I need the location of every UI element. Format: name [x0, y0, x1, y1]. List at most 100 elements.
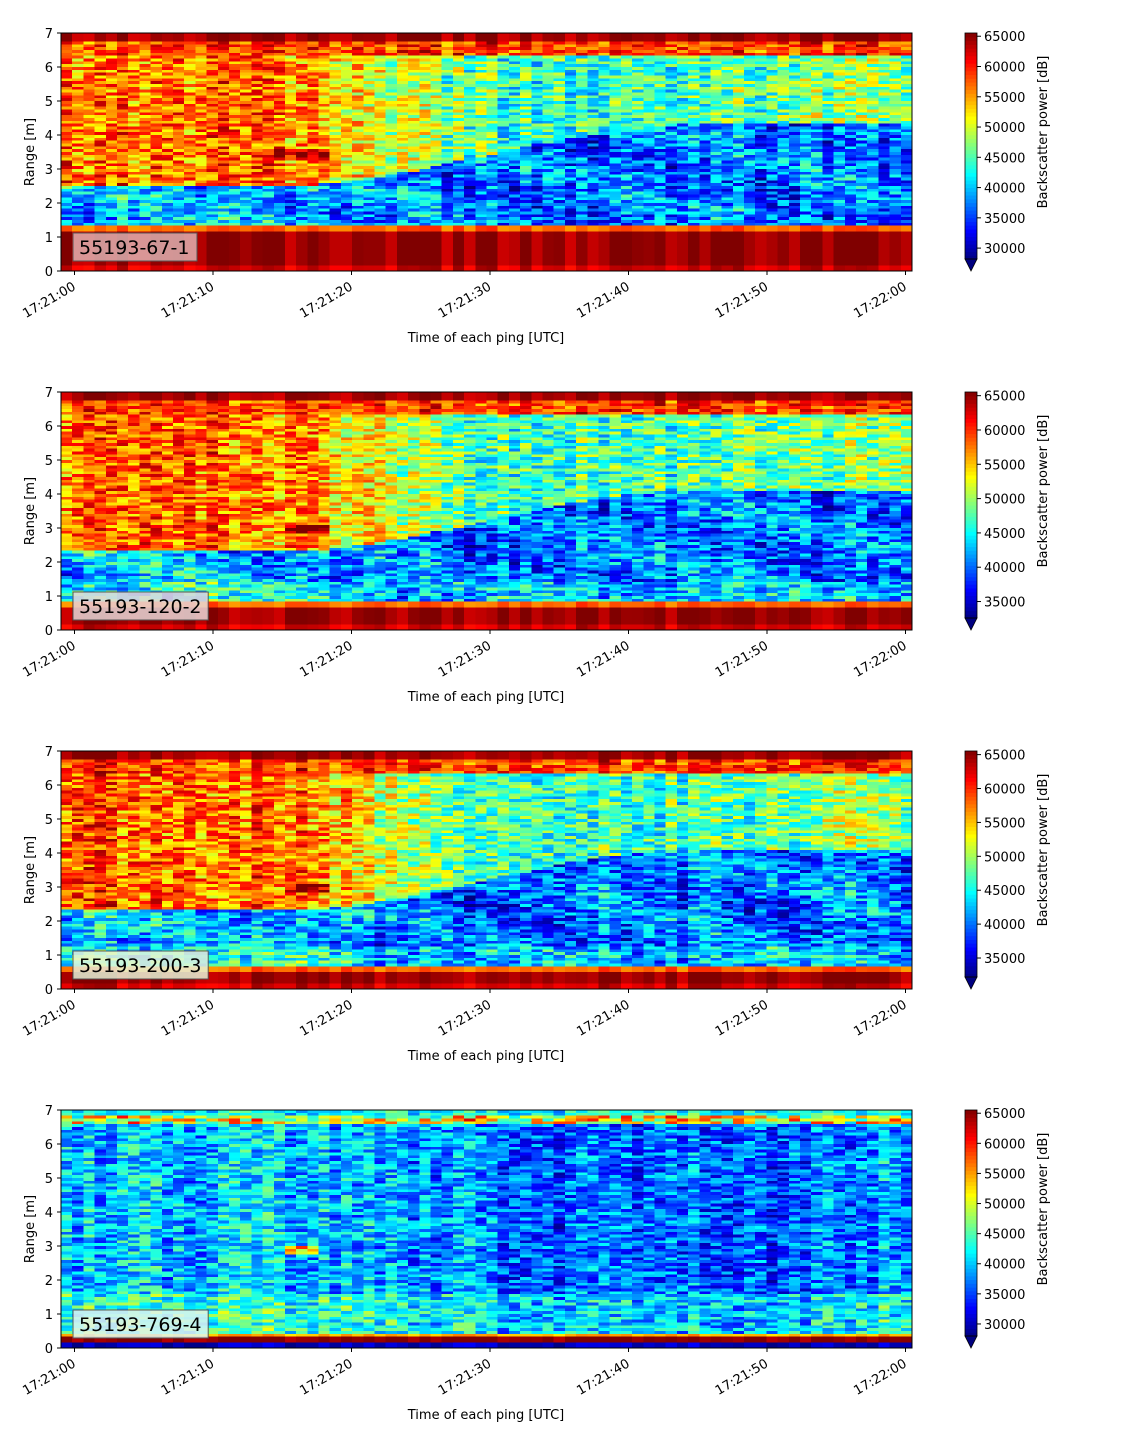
colorbar-tick-label: 50000: [984, 493, 1025, 508]
colorbar-segment: [965, 587, 977, 593]
colorbar-segment: [965, 142, 977, 147]
y-tick-label: 5: [45, 95, 53, 110]
colorbar-segment: [965, 179, 977, 185]
y-axis-label: Range [m]: [23, 1195, 38, 1263]
colorbar-segment: [965, 191, 977, 196]
colorbar-segment: [965, 164, 977, 170]
colorbar-segment: [965, 206, 977, 211]
colorbar-segment: [965, 93, 977, 98]
y-tick-label: 0: [45, 983, 53, 998]
panel-4: 0 1 2 3 4 5 6 7 17:21:00 17:21:10 17:21:20 17:21:30…: [20, 1104, 1051, 1423]
x-tick-label: 17:21:00: [20, 279, 78, 321]
colorbar-segment: [965, 183, 977, 189]
station-label: 55193-67-1: [79, 237, 189, 259]
colorbar-segment: [965, 1140, 977, 1145]
colorbar-segment: [965, 542, 977, 548]
colorbar-segment: [965, 595, 977, 600]
colorbar-segment: [965, 523, 977, 529]
station-label: 55193-769-4: [79, 1314, 202, 1336]
colorbar-segment: [965, 187, 977, 192]
colorbar-tick-label: 60000: [984, 783, 1025, 798]
y-tick-label: 4: [45, 847, 53, 862]
colorbar-segment: [965, 422, 977, 427]
colorbar-label: Backscatter power [dB]: [1036, 56, 1051, 209]
colorbar-segment: [965, 527, 977, 532]
colorbar-segment: [965, 867, 977, 873]
x-tick-label: 17:21:10: [159, 638, 217, 680]
colorbar-segment: [965, 796, 977, 801]
colorbar-segment: [965, 497, 977, 502]
colorbar-segment: [965, 51, 977, 57]
colorbar-segment: [965, 754, 977, 760]
colorbar-segment: [965, 939, 977, 944]
y-tick-label: 1: [45, 1308, 53, 1323]
x-tick-label: 17:21:10: [159, 279, 217, 321]
colorbar-segment: [965, 55, 977, 60]
colorbar-segment: [965, 33, 977, 38]
y-tick-label: 1: [45, 949, 53, 964]
colorbar-segment: [965, 414, 977, 419]
colorbar-segment: [965, 130, 977, 136]
colorbar-segment: [965, 538, 977, 544]
y-tick-label: 5: [45, 813, 53, 828]
colorbar-segment: [965, 448, 977, 453]
colorbar-segment: [965, 1268, 977, 1273]
colorbar-segment: [965, 912, 977, 918]
colorbar-segment: [965, 100, 977, 106]
colorbar-segment: [965, 777, 977, 782]
heatmap-image: [61, 1110, 912, 1348]
colorbar-tick-label: 30000: [984, 1318, 1025, 1333]
colorbar-segment: [965, 905, 977, 910]
colorbar-tick-label: 50000: [984, 121, 1025, 136]
colorbar-segment: [965, 916, 977, 922]
colorbar-tick-label: 40000: [984, 918, 1025, 933]
colorbar-segment: [965, 1128, 977, 1134]
colorbar-segment: [965, 1207, 977, 1213]
colorbar-segment: [965, 146, 977, 151]
colorbar-segment: [965, 1230, 977, 1235]
colorbar-segment: [965, 924, 977, 929]
colorbar-tick-label: 60000: [984, 424, 1025, 439]
colorbar-segment: [965, 251, 977, 256]
colorbar-segment: [965, 614, 977, 619]
station-label-box: [72, 591, 209, 621]
x-tick-label: 17:21:50: [713, 638, 771, 680]
colorbar-segment: [965, 815, 977, 820]
colorbar-segment: [965, 1147, 977, 1153]
colorbar-segment: [965, 792, 977, 797]
heatmap-image: [61, 33, 912, 271]
colorbar-segment: [965, 410, 977, 416]
colorbar-segment: [965, 751, 977, 756]
colorbar-segment: [965, 210, 977, 215]
colorbar-segment: [965, 440, 977, 446]
colorbar-extend-arrow: [964, 258, 978, 272]
colorbar-segment: [965, 1287, 977, 1292]
colorbar-segment: [965, 395, 977, 401]
colorbar-segment: [965, 198, 977, 204]
colorbar-segment: [965, 433, 977, 438]
y-tick-label: 7: [45, 745, 53, 760]
colorbar-segment: [965, 1294, 977, 1299]
colorbar-segment: [965, 602, 977, 608]
colorbar-segment: [965, 1121, 977, 1126]
colorbar-segment: [965, 965, 977, 971]
colorbar-segment: [965, 81, 977, 87]
colorbar-segment: [965, 943, 977, 948]
colorbar-segment: [965, 788, 977, 794]
colorbar-segment: [965, 762, 977, 767]
colorbar-segment: [965, 1245, 977, 1250]
colorbar-segment: [965, 66, 977, 72]
colorbar-segment: [965, 486, 977, 491]
colorbar-segment: [965, 228, 977, 234]
colorbar-segment: [965, 826, 977, 831]
x-axis-label: Time of each ping [UTC]: [407, 1408, 565, 1423]
y-axis-label: Range [m]: [23, 477, 38, 545]
colorbar-segment: [965, 97, 977, 102]
colorbar-segment: [965, 240, 977, 245]
colorbar-segment: [965, 769, 977, 775]
colorbar-tick-label: 55000: [984, 816, 1025, 831]
colorbar-segment: [965, 920, 977, 925]
colorbar-segment: [965, 610, 977, 615]
colorbar-segment: [965, 1332, 977, 1337]
